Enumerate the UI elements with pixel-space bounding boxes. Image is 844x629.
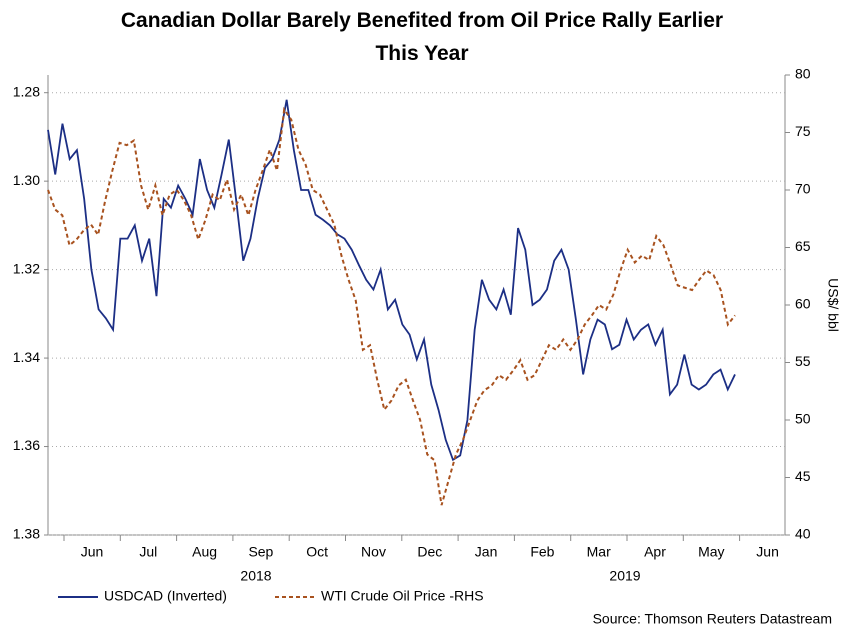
- x-tick-label: Apr: [644, 544, 666, 560]
- y2-tick-label: 65: [795, 238, 811, 254]
- y2-axis-label: US$/ bbl: [825, 278, 841, 332]
- y-tick-label: 1.34: [13, 349, 40, 365]
- y2-tick-label: 70: [795, 181, 811, 197]
- x-tick-label: Sep: [248, 544, 273, 560]
- x-tick-label: Dec: [417, 544, 442, 560]
- y-tick-label: 1.32: [13, 260, 40, 276]
- y-tick-label: 1.30: [13, 172, 40, 188]
- y-tick-label: 1.38: [13, 526, 40, 542]
- y2-tick-label: 75: [795, 123, 811, 139]
- x-tick-label: Jun: [81, 544, 104, 560]
- source-note: Source: Thomson Reuters Datastream: [593, 611, 832, 627]
- legend-label: USDCAD (Inverted): [104, 588, 227, 604]
- x-tick-label: Aug: [192, 544, 217, 560]
- x-tick-label: Jun: [756, 544, 779, 560]
- x-tick-label: Nov: [361, 544, 386, 560]
- legend-label: WTI Crude Oil Price -RHS: [321, 588, 484, 604]
- series-line: [47, 106, 736, 506]
- y2-tick-label: 55: [795, 353, 811, 369]
- y-tick-label: 1.28: [13, 83, 40, 99]
- y2-tick-label: 60: [795, 296, 811, 312]
- chart-title: Canadian Dollar Barely Benefited from Oi…: [120, 9, 724, 65]
- series-line: [47, 99, 736, 462]
- x-tick-label: Feb: [530, 544, 554, 560]
- y2-tick-label: 45: [795, 468, 811, 484]
- y2-tick-label: 50: [795, 411, 811, 427]
- y-tick-label: 1.36: [13, 437, 40, 453]
- x-tick-label: Jan: [475, 544, 498, 560]
- year-label: 2018: [240, 568, 271, 584]
- year-label: 2019: [609, 568, 640, 584]
- y2-tick-label: 40: [795, 526, 811, 542]
- x-tick-label: Jul: [139, 544, 157, 560]
- x-tick-label: Mar: [587, 544, 611, 560]
- y2-tick-label: 80: [795, 66, 811, 82]
- x-tick-label: Oct: [306, 544, 328, 560]
- x-tick-label: May: [698, 544, 724, 560]
